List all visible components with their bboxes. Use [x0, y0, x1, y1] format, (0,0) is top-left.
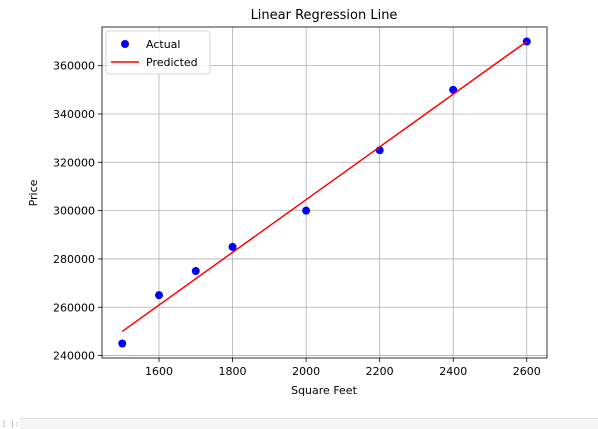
y-tick-label: 300000 [53, 205, 95, 218]
x-axis-label: Square Feet [291, 384, 357, 397]
y-tick-label: 340000 [53, 108, 95, 121]
x-tick-label: 2400 [439, 365, 467, 378]
y-tick-label: 360000 [53, 60, 95, 73]
x-tick-label: 2000 [292, 365, 320, 378]
actual-point [155, 291, 164, 300]
x-axis: 1600 1800 2000 2200 2400 2600 [145, 358, 541, 378]
x-tick-label: 1800 [219, 365, 247, 378]
plot-area [101, 26, 548, 359]
legend-label-predicted: Predicted [146, 56, 198, 69]
actual-point [302, 206, 311, 215]
actual-point [118, 339, 127, 348]
chart-title: Linear Regression Line [251, 8, 398, 23]
legend-marker-actual [121, 40, 129, 48]
y-tick-label: 240000 [53, 350, 95, 363]
chart: 1600 1800 2000 2200 2400 2600 240000 260000 280… [27, 8, 548, 397]
predicted-line [121, 40, 528, 333]
y-tick-label: 320000 [53, 156, 95, 169]
x-tick-label: 2200 [366, 365, 394, 378]
legend: Actual Predicted [105, 30, 211, 75]
y-tick-label: 260000 [53, 301, 95, 314]
next-notebook-cell[interactable] [20, 418, 598, 429]
x-tick-label: 1600 [145, 365, 173, 378]
actual-point [228, 242, 237, 251]
x-tick-label: 2600 [513, 365, 541, 378]
actual-point [449, 85, 458, 94]
grid [102, 27, 547, 358]
y-tick-label: 280000 [53, 253, 95, 266]
y-axis-label: Price [27, 179, 40, 206]
cell-prompt-marker: [ ]: [2, 420, 19, 428]
series [118, 37, 531, 348]
legend-box [105, 30, 211, 75]
y-axis: 240000 260000 280000 300000 320000 340000 3600… [53, 60, 102, 363]
legend-label-actual: Actual [146, 38, 180, 51]
actual-point [191, 267, 200, 276]
